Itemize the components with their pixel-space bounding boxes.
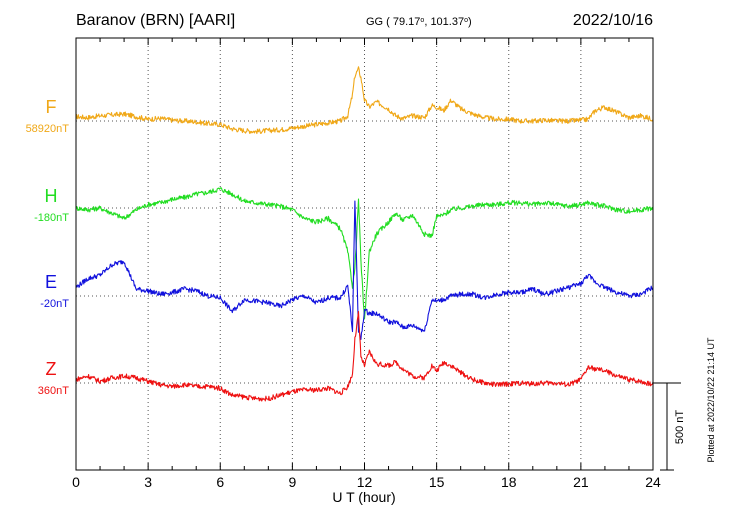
series-labels: F 58920nT H -180nT E -20nT Z 360nT [26,97,70,397]
x-axis-title: U T (hour) [332,489,395,505]
series-baseline-f: 58920nT [26,123,70,135]
coordinates-label: GG ( 79.17o, 101.37o) [366,16,472,28]
x-tick-label: 12 [357,474,373,490]
series-name-f: F [46,97,57,117]
x-tick-label: 21 [573,474,589,490]
trace-z [75,311,654,402]
plotted-at-note: Plotted at 2022/10/22 21:14 UT [706,337,716,463]
scale-bar-label: 500 nT [674,410,686,445]
series-baseline-h: -180nT [34,212,69,224]
grid [76,38,653,470]
traces [75,66,654,402]
x-tick-label: 24 [645,474,661,490]
trace-e [75,200,654,340]
trace-h [75,187,654,320]
series-baseline-z: 360nT [38,385,69,397]
series-baseline-e: -20nT [40,298,69,310]
series-name-h: H [45,186,58,206]
x-tick-label: 6 [216,474,224,490]
plot-frame [75,37,654,471]
trace-f [75,66,654,135]
x-tick-label: 9 [288,474,296,490]
x-axis: 0 3 6 9 12 15 18 21 24 [72,38,661,490]
x-tick-label: 3 [144,474,152,490]
x-tick-label: 18 [501,474,517,490]
x-tick-label: 15 [429,474,445,490]
series-name-e: E [45,272,57,292]
station-title: Baranov (BRN) [AARI] [76,12,235,29]
scale-bar: 500 nT [653,382,686,471]
date-label: 2022/10/16 [573,12,653,29]
series-name-z: Z [46,359,57,379]
x-tick-label: 0 [72,474,80,490]
